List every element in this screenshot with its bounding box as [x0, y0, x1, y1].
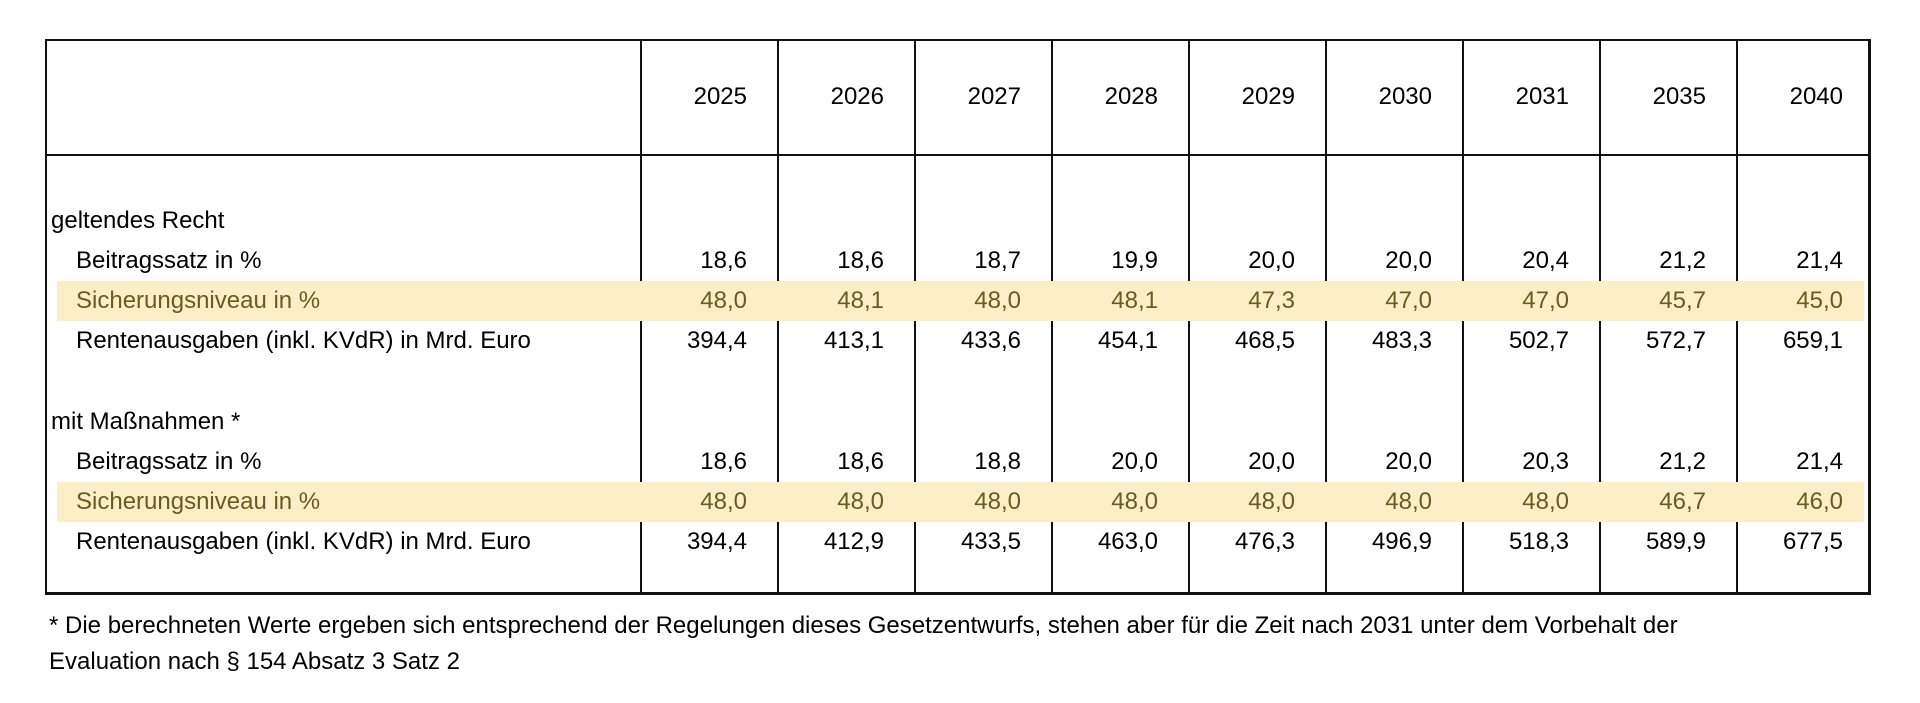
table-cell: 45,0	[1796, 287, 1843, 314]
row-label: Sicherungsniveau in %	[76, 488, 321, 515]
section-title: geltendes Recht	[51, 207, 225, 234]
year-header: 2028	[1104, 83, 1158, 110]
table-cell: 483,3	[1371, 327, 1432, 354]
table-cell: 48,0	[700, 287, 747, 314]
table-cell: 20,0	[1111, 448, 1158, 475]
table-cell: 48,0	[700, 488, 747, 515]
table-cell: 433,5	[960, 528, 1021, 555]
table-cell: 433,6	[960, 327, 1021, 354]
table-cell: 48,0	[837, 488, 884, 515]
table-cell: 20,0	[1248, 247, 1295, 274]
table-cell: 502,7	[1508, 327, 1569, 354]
row-label: Rentenausgaben (inkl. KVdR) in Mrd. Euro	[76, 327, 531, 354]
table-cell: 677,5	[1782, 528, 1843, 555]
row-label: Rentenausgaben (inkl. KVdR) in Mrd. Euro	[76, 528, 531, 555]
row-highlight	[57, 482, 1864, 522]
year-header: 2035	[1652, 83, 1706, 110]
table-cell: 48,0	[1385, 488, 1432, 515]
table-cell: 21,2	[1659, 448, 1706, 475]
table-cell: 518,3	[1508, 528, 1569, 555]
table-cell: 48,0	[1248, 488, 1295, 515]
table-cell: 18,8	[974, 448, 1021, 475]
table-cell: 496,9	[1371, 528, 1432, 555]
table-cell: 412,9	[823, 528, 884, 555]
row-label: Beitragssatz in %	[76, 247, 262, 274]
footnote-line-1: * Die berechneten Werte ergeben sich ent…	[49, 612, 1678, 639]
table-cell: 20,4	[1522, 247, 1569, 274]
table-cell: 48,1	[837, 287, 884, 314]
table-cell: 21,4	[1796, 448, 1843, 475]
table-cell: 454,1	[1097, 327, 1158, 354]
table-cell: 18,6	[837, 247, 884, 274]
table-cell: 48,1	[1111, 287, 1158, 314]
year-header: 2025	[693, 83, 747, 110]
table-cell: 18,6	[837, 448, 884, 475]
table-cell: 46,0	[1796, 488, 1843, 515]
header-divider	[47, 154, 1868, 156]
row-highlight	[57, 281, 1864, 321]
table-cell: 45,7	[1659, 287, 1706, 314]
table-cell: 18,7	[974, 247, 1021, 274]
table-cell: 20,0	[1385, 448, 1432, 475]
year-header: 2030	[1378, 83, 1432, 110]
table-cell: 19,9	[1111, 247, 1158, 274]
table-cell: 476,3	[1234, 528, 1295, 555]
footnote: * Die berechneten Werte ergeben sich ent…	[49, 608, 1879, 680]
table-cell: 18,6	[700, 448, 747, 475]
table-cell: 463,0	[1097, 528, 1158, 555]
table-cell: 18,6	[700, 247, 747, 274]
table-cell: 46,7	[1659, 488, 1706, 515]
table-cell: 20,0	[1385, 247, 1432, 274]
table-cell: 47,0	[1385, 287, 1432, 314]
section-title: mit Maßnahmen *	[51, 408, 241, 435]
table-cell: 572,7	[1645, 327, 1706, 354]
year-header: 2027	[967, 83, 1021, 110]
row-label: Beitragssatz in %	[76, 448, 262, 475]
table-cell: 659,1	[1782, 327, 1843, 354]
footnote-line-2: Evaluation nach § 154 Absatz 3 Satz 2	[49, 648, 460, 675]
table-cell: 47,0	[1522, 287, 1569, 314]
table-cell: 468,5	[1234, 327, 1295, 354]
year-header: 2029	[1241, 83, 1295, 110]
table-cell: 48,0	[1111, 488, 1158, 515]
year-header: 2026	[830, 83, 884, 110]
table-cell: 48,0	[974, 287, 1021, 314]
table-cell: 394,4	[686, 327, 747, 354]
table-cell: 589,9	[1645, 528, 1706, 555]
table-cell: 21,4	[1796, 247, 1843, 274]
table-cell: 394,4	[686, 528, 747, 555]
table-cell: 413,1	[823, 327, 884, 354]
table-cell: 48,0	[974, 488, 1021, 515]
year-header: 2031	[1515, 83, 1569, 110]
table-cell: 21,2	[1659, 247, 1706, 274]
row-label: Sicherungsniveau in %	[76, 287, 321, 314]
table-cell: 20,0	[1248, 448, 1295, 475]
pension-projection-table: 2025 2026 2027 2028 2029 2030 2031 2035 2040 gelt…	[45, 39, 1871, 595]
table-cell: 47,3	[1248, 287, 1295, 314]
table-cell: 48,0	[1522, 488, 1569, 515]
year-header: 2040	[1789, 83, 1843, 110]
table-cell: 20,3	[1522, 448, 1569, 475]
